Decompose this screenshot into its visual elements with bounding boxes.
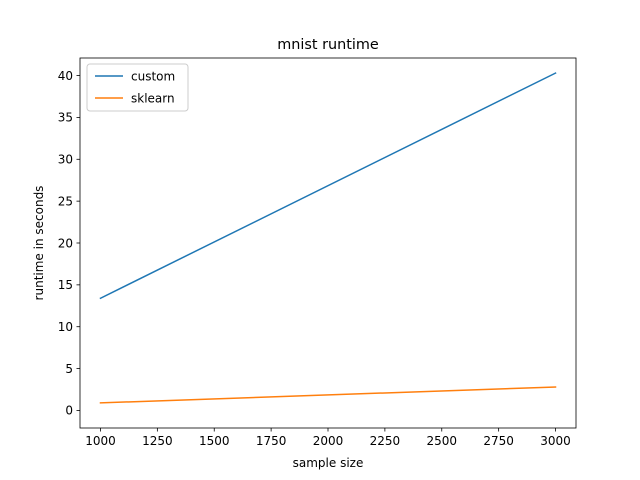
y-tick-label: 15 (58, 278, 73, 292)
y-tick-label: 5 (65, 362, 73, 376)
x-tick-label: 3000 (540, 434, 571, 448)
chart-title: mnist runtime (277, 37, 379, 53)
legend-label-sklearn: sklearn (131, 92, 175, 106)
x-axis-ticks: 1000 1250 1500 1750 2000 2250 2500 2750 3000 (85, 428, 571, 448)
series-line-sklearn (99, 386, 557, 404)
plot-frame (79, 57, 577, 429)
x-tick-label: 1250 (142, 434, 173, 448)
x-tick-label: 2750 (483, 434, 514, 448)
x-tick-label: 1750 (256, 434, 287, 448)
y-axis-label: runtime in seconds (32, 186, 46, 301)
legend-label-custom: custom (131, 70, 175, 84)
x-tick-label: 2500 (426, 434, 457, 448)
series-line-custom (99, 72, 557, 300)
y-axis-ticks: 0 5 10 15 20 25 30 35 40 (58, 69, 80, 418)
x-tick-label: 2000 (313, 434, 344, 448)
x-axis-label: sample size (293, 456, 364, 470)
series-layer (99, 72, 557, 404)
y-tick-label: 20 (58, 236, 73, 250)
plot-area (80, 58, 576, 428)
y-tick-label: 30 (58, 153, 73, 167)
legend: custom sklearn (86, 63, 189, 112)
x-tick-label: 1500 (199, 434, 230, 448)
y-tick-label: 40 (58, 69, 73, 83)
y-tick-label: 25 (58, 194, 73, 208)
y-tick-label: 35 (58, 111, 73, 125)
x-tick-label: 2250 (370, 434, 401, 448)
x-tick-label: 1000 (85, 434, 116, 448)
y-tick-label: 0 (65, 404, 73, 418)
y-tick-label: 10 (58, 320, 73, 334)
